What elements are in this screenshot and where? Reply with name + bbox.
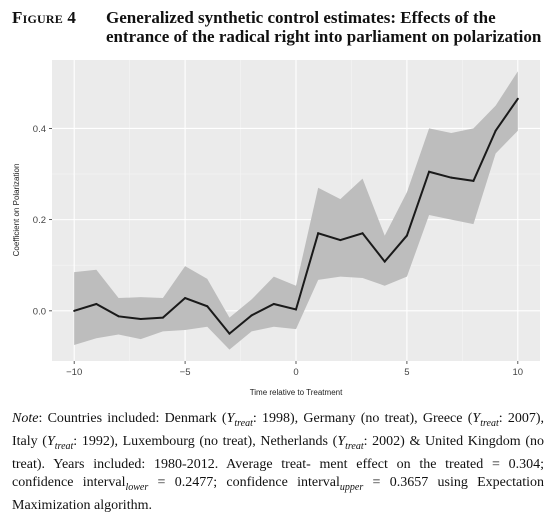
note-text: = 0.2477; confidence bbox=[148, 475, 288, 491]
estimate-point bbox=[450, 176, 453, 179]
x-axis-ticks: −10 −5 0 5 10 bbox=[66, 361, 523, 378]
x-tick-label: −10 bbox=[66, 367, 82, 378]
note-subscript: treat bbox=[480, 417, 499, 429]
estimate-point bbox=[516, 97, 519, 100]
x-tick-label: 5 bbox=[404, 367, 409, 378]
x-tick-label: −5 bbox=[180, 367, 191, 378]
estimate-point bbox=[73, 309, 76, 312]
note-text: : 1992), Luxembourg (no treat), Netherla… bbox=[73, 434, 338, 449]
chart: −10 −5 0 5 10 0.0 0.2 0.4 Time relative to Tre… bbox=[12, 60, 540, 397]
estimate-point bbox=[272, 302, 275, 305]
figure-label: Figure 4 bbox=[12, 8, 77, 27]
estimate-point bbox=[250, 314, 253, 317]
note-subscript: treat bbox=[345, 440, 364, 452]
estimate-points bbox=[73, 97, 519, 335]
note-y-symbol: Y bbox=[337, 434, 346, 449]
note-text: : 2007), Italy ( bbox=[12, 411, 545, 449]
x-axis-label: Time relative to Treatment bbox=[250, 388, 343, 397]
note-y-symbol: Y bbox=[46, 434, 55, 449]
estimate-point bbox=[317, 232, 320, 235]
estimate-point bbox=[161, 316, 164, 319]
estimate-point bbox=[206, 305, 209, 308]
estimate-point bbox=[361, 232, 364, 235]
note-label: Note bbox=[12, 411, 39, 426]
estimate-point bbox=[383, 260, 386, 263]
x-tick-label: 0 bbox=[293, 367, 298, 378]
confidence-band bbox=[74, 71, 518, 350]
note-subscript: treat bbox=[234, 417, 253, 429]
note-y-symbol: Y bbox=[472, 411, 481, 426]
note-line1: : Countries included: Denmark ( bbox=[38, 411, 227, 426]
estimate-point bbox=[339, 239, 342, 242]
estimate-point bbox=[228, 332, 231, 335]
note-text: = 0.3657 using Expectation Maximization … bbox=[12, 475, 544, 514]
figure-header: Figure 4 Generalized synthetic control e… bbox=[12, 6, 548, 50]
estimate-point bbox=[117, 315, 120, 318]
note-y-symbol: Y bbox=[226, 411, 235, 426]
y-tick-label: 0.2 bbox=[33, 215, 46, 226]
note-subscript: lower bbox=[125, 482, 149, 493]
y-tick-label: 0.0 bbox=[33, 306, 46, 317]
estimate-point bbox=[428, 170, 431, 173]
note-subscript: upper bbox=[339, 482, 364, 493]
note-text: : bbox=[363, 434, 368, 449]
note-text: ( bbox=[467, 411, 473, 426]
estimate-point bbox=[494, 129, 497, 132]
estimate-point bbox=[95, 302, 98, 305]
note-subscript: treat bbox=[54, 440, 74, 452]
estimate-point bbox=[405, 234, 408, 237]
note-text: : 1998), Germany (no treat), Greece bbox=[252, 411, 463, 426]
estimate-point bbox=[139, 318, 142, 321]
note-text: 2002) & United Kingdom (no treat). Years… bbox=[12, 434, 544, 472]
note-text: ment effect on the treated = 0.304; conf… bbox=[12, 457, 544, 491]
y-tick-label: 0.4 bbox=[33, 124, 46, 135]
estimate-point bbox=[184, 297, 187, 300]
y-axis-label: Coefficient on Polarization bbox=[12, 164, 21, 257]
y-axis-ticks: 0.0 0.2 0.4 bbox=[33, 124, 52, 317]
estimate-point bbox=[472, 179, 475, 182]
estimate-point bbox=[295, 308, 297, 311]
figure-title: Generalized synthetic control estimates:… bbox=[106, 8, 542, 46]
x-tick-label: 10 bbox=[513, 367, 524, 378]
note-text: interval bbox=[297, 475, 340, 491]
figure-note: Note: Countries included: Denmark (Ytrea… bbox=[12, 410, 544, 515]
